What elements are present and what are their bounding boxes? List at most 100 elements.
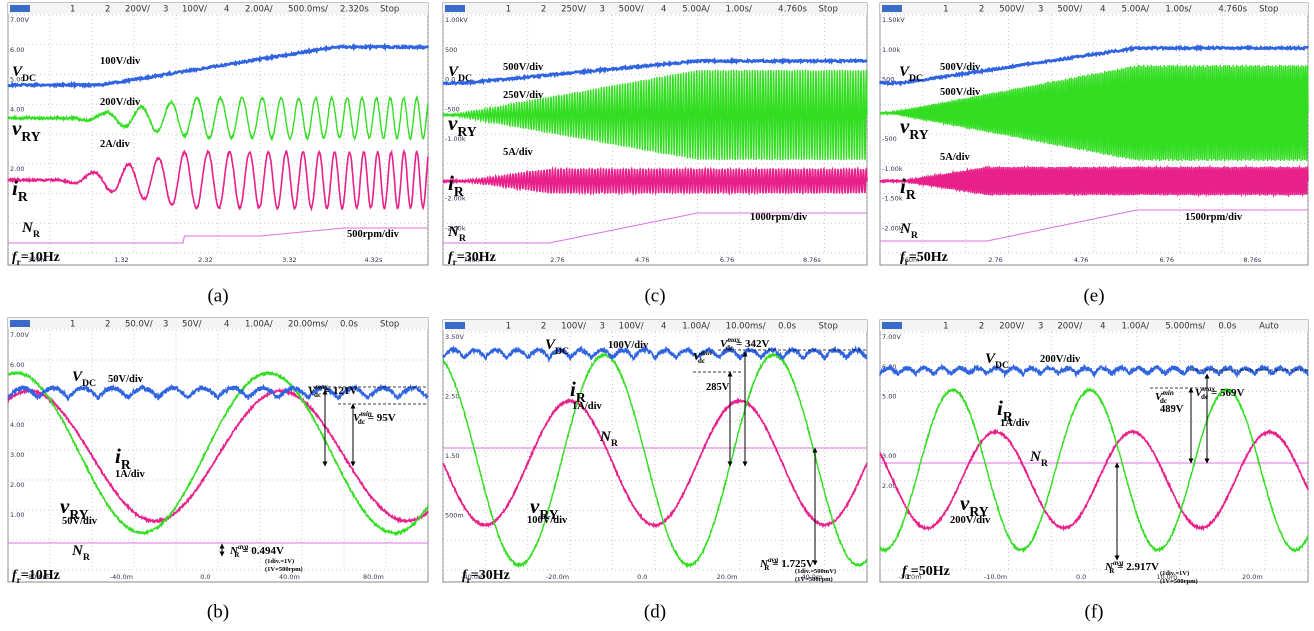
status-item: 1.00s/ [1165, 5, 1191, 15]
status-item: 2 [541, 322, 546, 332]
annotation-text: =10Hz [21, 568, 60, 583]
status-item: 100V/ [619, 322, 644, 332]
annotation-sub: R [83, 552, 91, 563]
scope-logo [445, 322, 465, 329]
caption: (a) [207, 285, 228, 306]
annotation-text: 1500rpm/div [1185, 212, 1243, 223]
x-scale-label: 20.0m [717, 573, 738, 581]
annotation-text: 285V [706, 382, 730, 393]
annotation: 500V/div [940, 62, 981, 73]
status-item: 3 [599, 5, 604, 15]
annotation-text: = 95V [365, 412, 396, 424]
scope-logo [10, 5, 30, 12]
status-item: 500V/ [1057, 5, 1082, 15]
status-item: 2.320s [340, 5, 369, 15]
y-scale-label: 3.00 [10, 451, 24, 459]
y-scale-label: 3.50V [445, 333, 464, 341]
figure: 12200V/3100V/42.00A/500.0ms/2.320sStop7.… [0, 0, 1314, 631]
x-scale-label: 2.76 [988, 256, 1002, 264]
status-item: 2 [541, 5, 546, 15]
status-item: 1 [70, 5, 75, 15]
annotation-text: (1div.=1V) [1160, 570, 1189, 577]
y-scale-label: 4.00 [10, 105, 24, 113]
status-item: 1 [943, 322, 948, 332]
annotation: 1000rpm/div [750, 212, 808, 223]
y-scale-label: 6.00 [10, 46, 24, 54]
y-scale-label: 2.00 [10, 165, 24, 173]
annotation-text: 200V/div [1040, 354, 1081, 365]
status-item: 5.00A/ [1122, 5, 1150, 15]
y-scale-label: 7.00V [10, 331, 29, 339]
status-item: 500.0ms/ [288, 5, 328, 15]
status-item: 100V/ [182, 5, 207, 15]
annotation-text: 5A/div [503, 147, 534, 158]
annotation-text: = 0.494V [239, 545, 284, 557]
x-scale-label: 1.32 [114, 256, 128, 264]
annotation-text: 1A/div [1000, 418, 1031, 429]
y-scale-label: 500m [445, 512, 464, 520]
annotation: 1A/div [115, 469, 146, 480]
annotation-sub: dc [1201, 393, 1208, 401]
annotation-text: 1A/div [572, 401, 603, 412]
status-item: 200V/ [999, 322, 1024, 332]
annotation-text: 200V/div [950, 515, 991, 526]
annotation: Vmaxdc = 342V [720, 336, 769, 352]
annotation-text: 100V/div [100, 56, 141, 67]
x-scale-label: 2.76 [550, 256, 564, 264]
status-item: 3 [1038, 5, 1043, 15]
annotation: 100V/div [100, 56, 141, 67]
scope-panel: 12200V/3200V/41.00A/5.000ms/0.0sAuto7.00… [880, 320, 1308, 585]
status-item: 1.00s/ [726, 5, 752, 15]
annotation-text: 500rpm/div [347, 229, 400, 240]
x-scale-label: -40.0m [110, 573, 133, 581]
status-item: Auto [1259, 322, 1279, 332]
status-item: 3 [163, 5, 168, 15]
annotation: 500rpm/div [347, 229, 400, 240]
status-item: 4 [224, 5, 229, 15]
x-scale-label: 6.76 [720, 256, 734, 264]
annotation-sub: RY [21, 129, 40, 144]
annotation: 2A/div [100, 139, 131, 150]
annotation: 500V/div [940, 87, 981, 98]
status-item: 4 [224, 320, 229, 330]
annotation-sub: DC [555, 346, 569, 357]
annotation-text: =50Hz [909, 250, 948, 265]
y-scale-label: 1.00 [10, 511, 24, 519]
annotation-sub: dc [358, 418, 365, 426]
annotation-text: 50V/div [62, 516, 98, 527]
annotation-text: = 342V [733, 338, 769, 350]
status-item: 50V/ [182, 320, 202, 330]
annotation-text: 200V/div [100, 97, 141, 108]
caption: (e) [1083, 285, 1104, 306]
y-scale-label: 1.00kV [445, 16, 468, 24]
caption: (d) [644, 601, 666, 622]
status-item: 4 [661, 322, 666, 332]
scope-panel: 12500V/3500V/45.00A/1.00s/4.760sStop1.50… [880, 3, 1308, 267]
annotation: 1A/div [1000, 418, 1031, 429]
status-item: 2 [979, 5, 984, 15]
status-item: 1 [506, 322, 511, 332]
scope-logo [10, 320, 30, 327]
x-scale-label: 4.32s [364, 256, 382, 264]
annotation: 489V [1160, 404, 1184, 415]
status-item: 50.0V/ [125, 320, 153, 330]
y-scale-label: 7.00V [882, 333, 901, 341]
annotation-sub: R [33, 229, 41, 240]
annotation: 200V/div [1040, 354, 1081, 365]
y-scale-label: -1.00k [882, 165, 903, 173]
annotation-text: =50Hz [911, 564, 950, 579]
x-scale-label: 0.0 [1076, 573, 1086, 581]
annotation-sub: R [906, 187, 916, 202]
annotation: NavgR = 2.917V [1104, 559, 1159, 575]
annotation-text: =30Hz [457, 250, 496, 265]
x-scale-label: 40.0m [279, 573, 300, 581]
scope-logo [882, 5, 902, 12]
y-scale-label: 6.00 [10, 361, 24, 369]
annotation-sub: DC [909, 73, 923, 84]
annotation-text: = 2.917V [1114, 561, 1159, 573]
status-item: 4.760s [1218, 5, 1247, 15]
status-item: 3 [599, 322, 604, 332]
status-item: 0.0s [1218, 322, 1237, 332]
annotation-sub: dc [726, 344, 733, 352]
annotation-sub: R [911, 230, 919, 241]
